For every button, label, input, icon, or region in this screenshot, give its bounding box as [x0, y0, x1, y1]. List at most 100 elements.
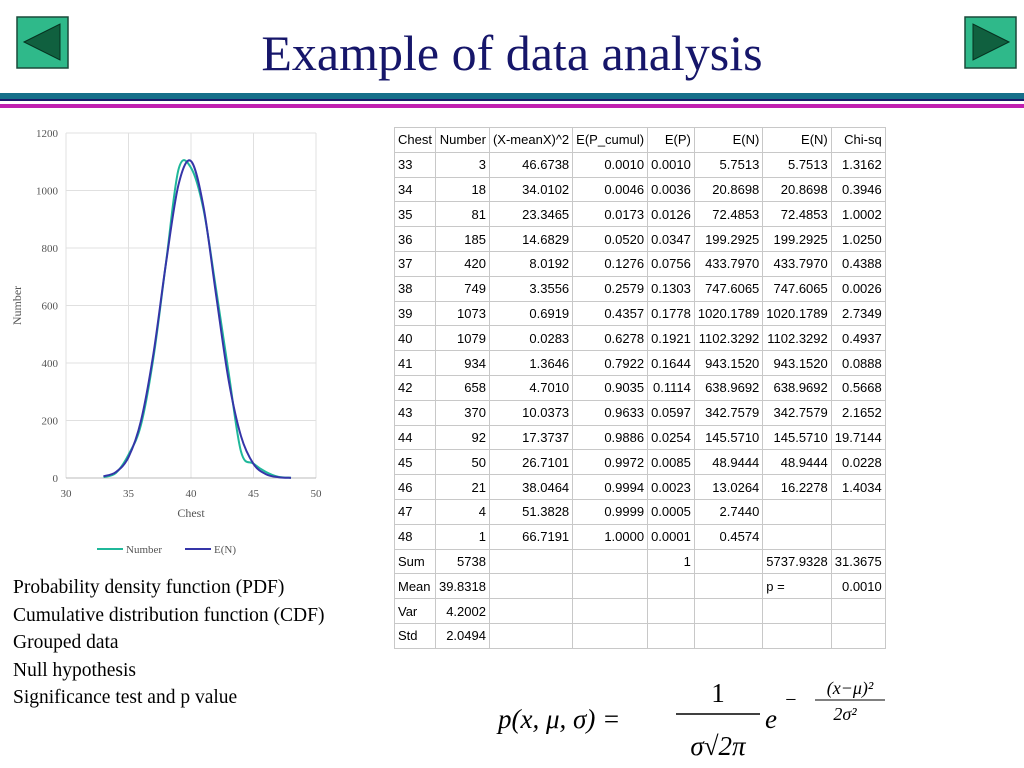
table-cell: 2.0494	[434, 622, 490, 649]
formula-numerator: 1	[711, 678, 725, 708]
table-cell: Sum	[394, 548, 436, 575]
table-cell: 1102.3292	[693, 325, 764, 352]
table-cell: 0.1644	[647, 350, 695, 376]
y-tick-label: 400	[42, 358, 59, 370]
table-cell: Chest	[394, 127, 436, 153]
table-cell: 46.6738	[488, 151, 574, 178]
table-cell: 16.2278	[762, 474, 832, 500]
legend-label: Number	[126, 544, 162, 556]
rule	[0, 99, 1024, 101]
table-cell: E(N)	[762, 127, 832, 153]
table-cell: 43	[394, 399, 436, 426]
table-cell: 5738	[434, 548, 490, 575]
table-cell: 433.7970	[693, 250, 764, 277]
table-cell: E(P_cumul)	[572, 127, 649, 153]
table-cell	[488, 548, 574, 575]
table-cell: 145.5710	[693, 424, 764, 451]
table-cell: (X-meanX)^2	[488, 127, 574, 153]
formula-base: e	[765, 704, 777, 734]
table-row: Chest Number (X-meanX)^2 E(P_cumul) E(P) E(N)…	[394, 127, 886, 153]
table-cell: 20.8698	[762, 176, 832, 203]
y-tick-label: 600	[42, 301, 59, 313]
table-row: 35 81 23.3465 0.0173 0.0126 72.4853 72.4853 1.0…	[394, 201, 886, 228]
table-cell: 0.9972	[572, 449, 649, 476]
table-cell: 72.4853	[693, 201, 764, 228]
table-cell: 0.0046	[572, 176, 649, 203]
table-cell: 199.2925	[693, 226, 764, 252]
table-cell: 46	[394, 474, 436, 500]
table-cell: 185	[434, 226, 490, 252]
table-row: Sum 5738 1 5737.9328 31.3675	[394, 548, 886, 575]
table-cell: 0.0597	[647, 399, 695, 426]
table-cell	[693, 622, 764, 649]
table-cell: 1	[434, 523, 490, 550]
table-cell: 0.6919	[488, 300, 574, 327]
table-cell: 36	[394, 226, 436, 252]
table-cell: 0.9035	[572, 374, 649, 401]
table-cell	[693, 573, 764, 600]
table-cell: 1.3162	[830, 151, 886, 178]
formula-lhs: p(x, μ, σ) =	[496, 704, 620, 734]
table-cell: 0.7922	[572, 350, 649, 376]
table-cell	[572, 622, 649, 649]
table-row: 39 1073 0.6919 0.4357 0.1778 1020.1789 1020.17…	[394, 300, 886, 327]
table-cell: 0.0756	[647, 250, 695, 277]
table-cell: 749	[434, 275, 490, 302]
table-cell: 0.0254	[647, 424, 695, 451]
slide-title: Example of data analysis	[261, 25, 762, 81]
table-cell: 943.1520	[762, 350, 832, 376]
table-cell: 1020.1789	[762, 300, 832, 327]
table-cell: 92	[434, 424, 490, 451]
table-cell: 0.0520	[572, 226, 649, 252]
table-cell	[830, 523, 886, 550]
table-cell: 0.0228	[830, 449, 886, 476]
table-cell	[647, 598, 695, 624]
table-cell: 0.0023	[647, 474, 695, 500]
table-cell: 13.0264	[693, 474, 764, 500]
table-cell	[830, 598, 886, 624]
y-tick-label: 0	[53, 473, 59, 485]
table-cell: 5.7513	[762, 151, 832, 178]
table-cell: 0.4574	[693, 523, 764, 550]
table-cell	[762, 498, 832, 525]
chart: 0 200 400 600 800 1000 1200 30 35 40 45 50 Chest Numb…	[10, 128, 322, 556]
formula-denominator: σ√2π	[690, 731, 747, 761]
table-cell: 3	[434, 151, 490, 178]
topic: Cumulative distribution function (CDF)	[13, 604, 325, 626]
table-cell: 658	[434, 374, 490, 401]
table-row: 34 18 34.0102 0.0046 0.0036 20.8698 20.8698 0.3…	[394, 176, 886, 203]
table-cell: 0.0888	[830, 350, 886, 376]
table-cell: 199.2925	[762, 226, 832, 252]
table-cell: 943.1520	[693, 350, 764, 376]
table-cell: 342.7579	[693, 399, 764, 426]
table-cell	[572, 573, 649, 600]
table-cell: 1	[647, 548, 695, 575]
table-cell: 0.0283	[488, 325, 574, 352]
table-cell: 23.3465	[488, 201, 574, 228]
topic: Null hypothesis	[13, 659, 136, 681]
table-cell: 0.9886	[572, 424, 649, 451]
table-cell: 47	[394, 498, 436, 525]
table-cell: 39	[394, 300, 436, 327]
table-cell: 638.9692	[693, 374, 764, 401]
table-row: 44 92 17.3737 0.9886 0.0254 145.5710 145.5710 1…	[394, 424, 886, 451]
table-row: Mean 39.8318 p = 0.0010	[394, 573, 886, 600]
table-cell: 38	[394, 275, 436, 302]
y-tick-label: 200	[42, 416, 59, 428]
table-cell: 3.3556	[488, 275, 574, 302]
rule	[0, 93, 1024, 99]
table-cell: 48.9444	[762, 449, 832, 476]
table-cell: 51.3828	[488, 498, 574, 525]
table-cell: 5.7513	[693, 151, 764, 178]
formula: p(x, μ, σ) = 1 σ√2π e − (x−μ)² 2σ²	[496, 678, 885, 761]
table-cell	[647, 622, 695, 649]
table-cell: 0.4937	[830, 325, 886, 352]
table-cell: 747.6065	[693, 275, 764, 302]
table-cell: 0.6278	[572, 325, 649, 352]
y-tick-label: 1000	[36, 186, 59, 198]
table-cell: 34.0102	[488, 176, 574, 203]
table-cell: 0.5668	[830, 374, 886, 401]
table-cell: 44	[394, 424, 436, 451]
